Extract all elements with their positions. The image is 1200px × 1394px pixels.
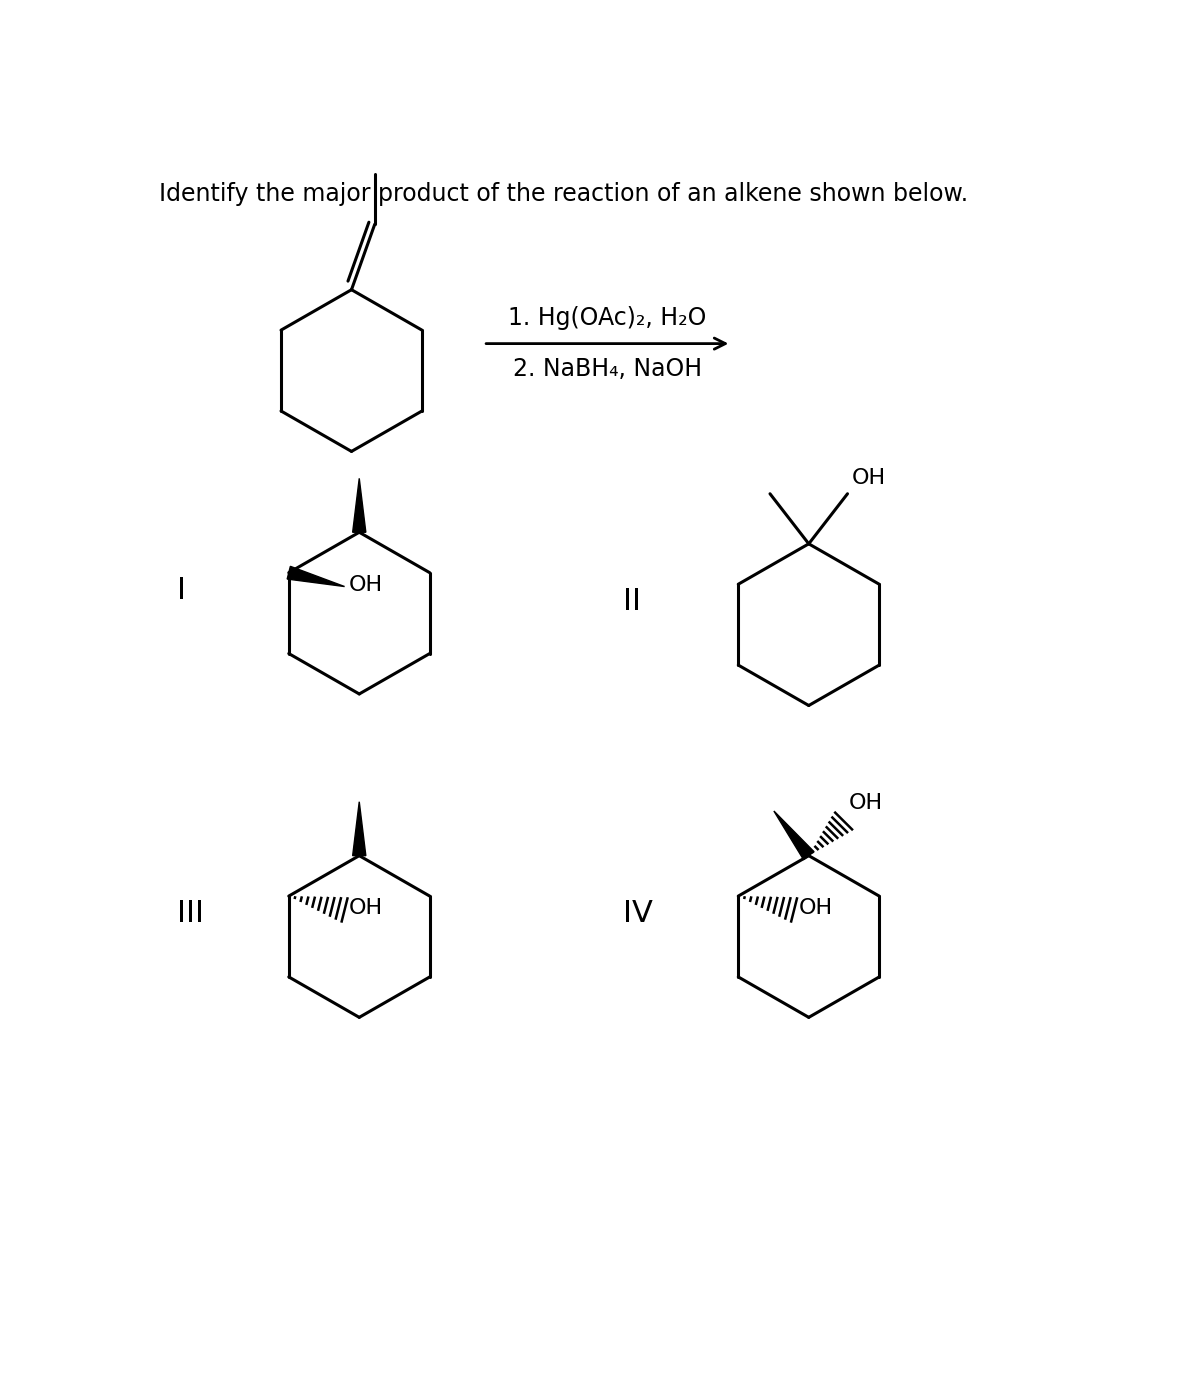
Polygon shape [353, 478, 366, 533]
Text: OH: OH [852, 467, 887, 488]
Polygon shape [353, 802, 366, 856]
Text: OH: OH [349, 574, 383, 595]
Text: OH: OH [848, 793, 882, 813]
Text: OH: OH [349, 898, 383, 919]
Polygon shape [287, 566, 344, 587]
Text: Identify the major product of the reaction of an alkene shown below.: Identify the major product of the reacti… [160, 181, 968, 206]
Polygon shape [774, 811, 814, 860]
Text: III: III [178, 899, 204, 928]
Text: II: II [623, 587, 641, 616]
Text: IV: IV [623, 899, 653, 928]
Text: 1. Hg(OAc)₂, H₂O: 1. Hg(OAc)₂, H₂O [508, 305, 707, 330]
Text: 2. NaBH₄, NaOH: 2. NaBH₄, NaOH [512, 357, 702, 382]
Text: OH: OH [799, 898, 833, 919]
Text: I: I [178, 576, 186, 605]
